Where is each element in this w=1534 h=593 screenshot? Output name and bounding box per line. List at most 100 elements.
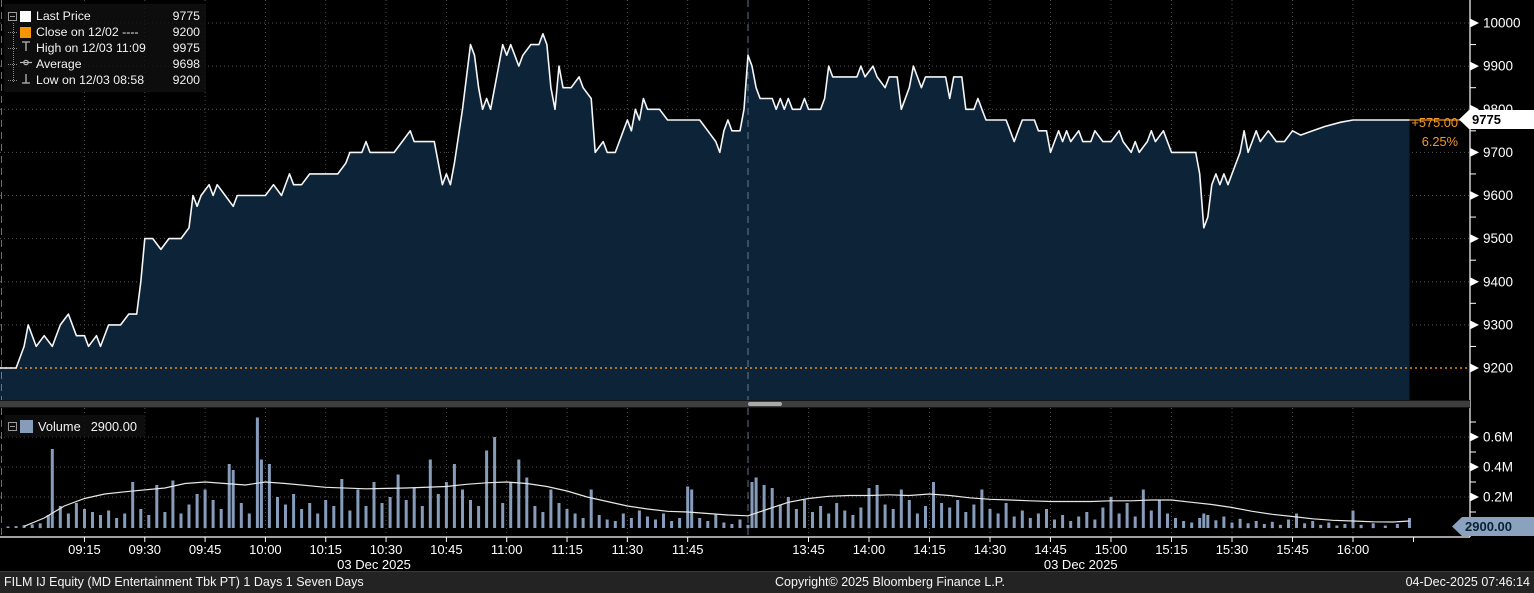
volume-bar bbox=[396, 474, 400, 528]
time-axis-label: 14:30 bbox=[973, 542, 1007, 557]
time-axis-label: 09:30 bbox=[128, 542, 162, 557]
time-axis-label: 15:15 bbox=[1155, 542, 1188, 557]
volume-bar bbox=[1206, 515, 1210, 528]
legend-item[interactable]: Last Price 9775 bbox=[8, 8, 200, 24]
axis-tick-arrow bbox=[1470, 191, 1479, 200]
price-axis-label: 10000 bbox=[1483, 16, 1521, 31]
legend-item[interactable]: Close on 12/02 ---- 9200 bbox=[8, 24, 200, 40]
volume-bar bbox=[525, 477, 529, 528]
volume-bar bbox=[948, 507, 952, 528]
price-axis-label: 9700 bbox=[1483, 145, 1513, 160]
volume-bar bbox=[1303, 523, 1307, 529]
volume-bar bbox=[750, 482, 754, 528]
volume-bar bbox=[14, 526, 18, 528]
volume-bar bbox=[1222, 516, 1226, 528]
volume-bar bbox=[1036, 513, 1040, 528]
volume-bar bbox=[932, 482, 935, 528]
volume-axis-label: 0.6M bbox=[1483, 430, 1513, 445]
volume-bar bbox=[179, 513, 183, 528]
volume-bar bbox=[581, 518, 585, 528]
volume-bar bbox=[996, 513, 1000, 528]
volume-bar bbox=[956, 500, 960, 528]
high-marker-icon bbox=[20, 40, 32, 56]
volume-bar bbox=[83, 509, 86, 528]
volume-bar bbox=[1214, 520, 1218, 529]
volume-bar bbox=[380, 503, 384, 528]
volume-bar bbox=[637, 510, 641, 528]
time-axis-label: 13:45 bbox=[792, 542, 825, 557]
volume-bar bbox=[1117, 513, 1121, 528]
security-description: FILM IJ Equity (MD Entertainment Tbk PT)… bbox=[4, 575, 364, 589]
price-axis-label: 9200 bbox=[1483, 361, 1513, 376]
legend-item-value: 9775 bbox=[172, 9, 200, 23]
legend-item[interactable]: High on 12/03 11:09 9975 bbox=[8, 40, 200, 56]
volume-bar bbox=[436, 494, 440, 528]
time-axis-label: 14:00 bbox=[852, 542, 886, 557]
time-axis-label: 15:00 bbox=[1094, 542, 1128, 557]
volume-bar bbox=[883, 504, 887, 528]
panel-divider-scrollbar[interactable] bbox=[0, 400, 1470, 408]
volume-bar bbox=[477, 506, 481, 528]
volume-bar bbox=[972, 504, 976, 528]
volume-bar bbox=[1287, 519, 1290, 528]
volume-bar bbox=[827, 513, 831, 528]
time-axis-label: 10:00 bbox=[249, 542, 282, 557]
average-marker-icon bbox=[20, 56, 32, 72]
volume-bar bbox=[203, 489, 207, 528]
time-axis-label: 10:45 bbox=[430, 542, 463, 557]
axis-tick-arrow bbox=[1470, 363, 1479, 373]
volume-bar bbox=[340, 479, 344, 528]
volume-bar bbox=[66, 513, 70, 528]
volume-bar bbox=[131, 482, 135, 528]
price-area-fill bbox=[0, 33, 1410, 401]
collapse-box-icon[interactable] bbox=[8, 421, 17, 431]
collapse-box-icon[interactable] bbox=[8, 11, 17, 21]
legend-item[interactable]: Low on 12/03 08:58 9200 bbox=[8, 72, 200, 88]
price-legend[interactable]: Last Price 9775 Close on 12/02 ---- 9200 Hig… bbox=[4, 4, 206, 92]
series-swatch-icon bbox=[20, 10, 31, 22]
volume-bar bbox=[746, 524, 750, 529]
volume-bar bbox=[187, 504, 191, 528]
volume-bar bbox=[388, 497, 392, 528]
volume-bar bbox=[1174, 518, 1177, 528]
volume-bar bbox=[573, 513, 577, 528]
volume-bar bbox=[1230, 522, 1234, 528]
volume-bar bbox=[875, 485, 879, 528]
volume-bar bbox=[629, 518, 633, 528]
legend-item[interactable]: Average 9698 bbox=[8, 56, 200, 72]
volume-legend[interactable]: Volume 2900.00 bbox=[4, 415, 145, 437]
volume-bar bbox=[1270, 521, 1274, 529]
volume-bar bbox=[835, 503, 839, 528]
volume-bar bbox=[565, 509, 569, 528]
volume-bar bbox=[1295, 513, 1298, 528]
volume-bar bbox=[1246, 523, 1250, 529]
volume-bar bbox=[778, 504, 782, 528]
volume-bar bbox=[613, 521, 617, 528]
price-axis-label: 9400 bbox=[1483, 274, 1513, 289]
volume-bar bbox=[509, 482, 513, 528]
volume-bar bbox=[308, 503, 312, 528]
volume-bar bbox=[597, 515, 601, 528]
volume-bar bbox=[915, 513, 919, 528]
volume-bar bbox=[404, 500, 408, 528]
volume-bar bbox=[1085, 512, 1089, 528]
volume-bar bbox=[964, 512, 968, 528]
volume-bar bbox=[706, 521, 710, 528]
time-axis-label: 10:15 bbox=[309, 542, 342, 557]
legend-tree-stub bbox=[8, 63, 17, 65]
volume-bar bbox=[485, 450, 489, 528]
volume-bar bbox=[1182, 521, 1186, 528]
volume-bar bbox=[730, 524, 734, 528]
price-axis-label: 9900 bbox=[1483, 59, 1513, 74]
time-axis-label: 11:15 bbox=[551, 542, 583, 557]
volume-bar bbox=[1190, 522, 1194, 528]
volume-bar bbox=[107, 510, 111, 528]
price-axis-label: 9500 bbox=[1483, 231, 1513, 246]
volume-bar bbox=[46, 515, 50, 528]
axis-tick-arrow bbox=[1470, 61, 1479, 71]
volume-bar bbox=[1061, 515, 1065, 528]
legend-tree-line bbox=[13, 23, 14, 82]
panel-divider-handle[interactable] bbox=[748, 402, 782, 406]
chart-canvas[interactable]: 92009300940095009600970098009900100000.2… bbox=[0, 0, 1534, 545]
